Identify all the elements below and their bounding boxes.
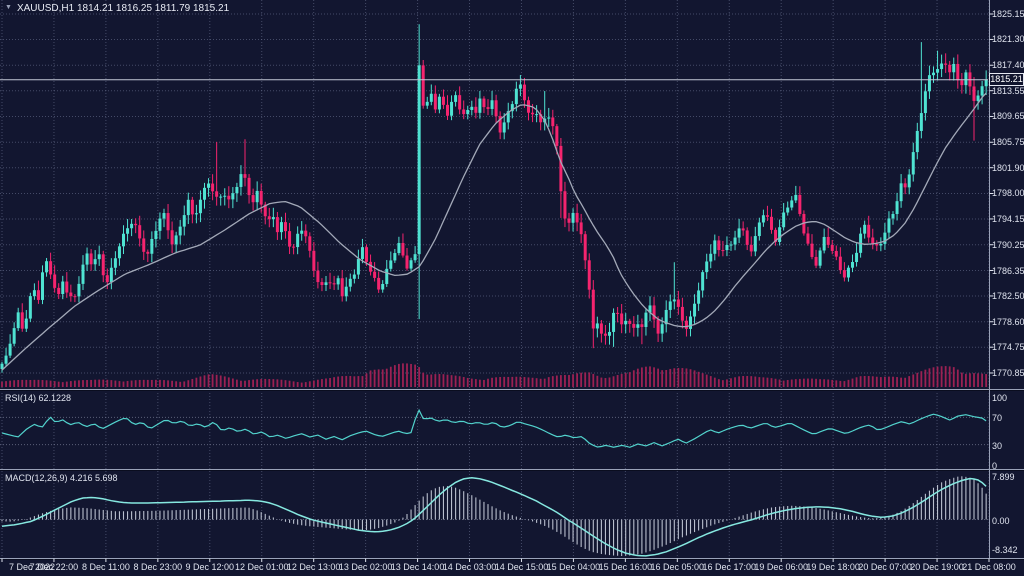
time-axis-label: 14 Dec 15:00 <box>494 562 549 572</box>
rsi-indicator-label: RSI(14) 62.1228 <box>5 393 72 403</box>
time-axis-label: 13 Dec 02:00 <box>338 562 393 572</box>
time-axis-label: 15 Dec 16:00 <box>598 562 653 572</box>
time-axis-label: 12 Dec 13:00 <box>286 562 341 572</box>
rsi-axis-label: 100 <box>992 393 1008 403</box>
time-axis-label: 20 Dec 07:00 <box>858 562 912 572</box>
price-axis-label: 1801.90 <box>992 162 1024 173</box>
price-axis-label: 1821.30 <box>992 34 1024 45</box>
price-axis-label: 1817.40 <box>992 60 1024 71</box>
macd-signal-line[interactable] <box>1 476 987 557</box>
volume-bars[interactable] <box>1 363 988 387</box>
macd-histogram[interactable] <box>1 476 987 557</box>
symbol-dropdown-icon[interactable]: ▼ <box>5 4 12 11</box>
time-axis-label: 19 Dec 06:00 <box>754 562 808 572</box>
rsi-axis-label: 0 <box>992 461 998 471</box>
price-axis-label: 1786.35 <box>992 265 1024 276</box>
price-axis-label: 1782.50 <box>992 290 1024 301</box>
time-axis-label: 16 Dec 05:00 <box>650 562 705 572</box>
time-axis-label: 7 Dec 22:00 <box>29 562 79 572</box>
price-axis-label: 1809.65 <box>992 111 1024 122</box>
price-axis-label: 1798.00 <box>992 188 1024 199</box>
macd-indicator-label: MACD(12,26,9) 4.216 5.698 <box>5 473 118 483</box>
panel-separators <box>0 0 1024 562</box>
symbol-ohlc-title: XAUUSD,H1 1814.21 1816.25 1811.79 1815.2… <box>16 2 230 14</box>
macd-axis-label: -8.342 <box>992 545 1018 555</box>
current-price-tag: 1815.21 <box>989 73 1024 86</box>
price-axis-label: 1825.15 <box>992 9 1024 19</box>
symbol-title-bar: ▼ XAUUSD,H1 1814.21 1816.25 1811.79 1815… <box>5 2 229 14</box>
price-axis-label: 1813.55 <box>992 85 1024 96</box>
time-axis-label: 21 Dec 08:00 <box>962 562 1016 572</box>
time-axis-label: 19 Dec 18:00 <box>806 562 860 572</box>
time-axis-label: 7 Dec 2022 <box>8 562 56 572</box>
grid-lines[interactable] <box>0 0 990 558</box>
time-axis-label: 8 Dec 23:00 <box>133 562 183 572</box>
moving-average-line[interactable] <box>1 92 987 371</box>
price-axis-label: 1770.85 <box>992 367 1024 378</box>
price-axis-label: 1778.60 <box>992 316 1024 327</box>
rsi-line[interactable] <box>1 408 987 448</box>
time-axis-label: 20 Dec 19:00 <box>910 562 964 572</box>
time-axis-label: 14 Dec 03:00 <box>442 562 497 572</box>
time-axis-label: 16 Dec 17:00 <box>702 562 757 572</box>
price-axis-label: 1790.25 <box>992 239 1024 250</box>
time-axis-label: 15 Dec 04:00 <box>546 562 601 572</box>
time-axis-label: 8 Dec 11:00 <box>81 562 130 572</box>
price-axis-label: 1805.75 <box>992 137 1024 148</box>
candlesticks[interactable] <box>0 24 988 373</box>
rsi-axis-label: 70 <box>992 413 1003 424</box>
rsi-axis-label: 30 <box>992 440 1003 451</box>
macd-axis-label: 0.00 <box>992 515 1010 526</box>
macd-axis-label: 7.899 <box>992 472 1015 483</box>
time-axis-label: 13 Dec 14:00 <box>390 562 445 572</box>
time-axis-label: 12 Dec 01:00 <box>234 562 289 572</box>
time-axis-label: 9 Dec 12:00 <box>185 562 235 572</box>
price-axis-label: 1774.75 <box>992 342 1024 353</box>
price-axis-label: 1794.15 <box>992 213 1024 224</box>
